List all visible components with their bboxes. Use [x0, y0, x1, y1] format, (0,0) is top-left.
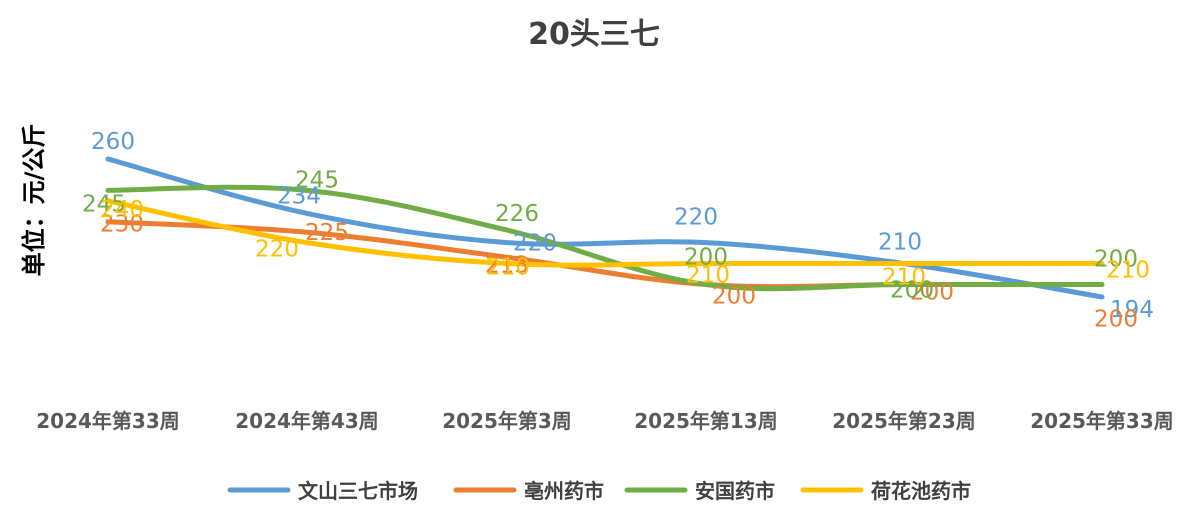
legend-label: 亳州药市 — [524, 479, 604, 503]
series-line-2 — [105, 184, 1105, 292]
data-label: 226 — [495, 201, 539, 227]
data-label: 200 — [1094, 306, 1138, 332]
data-label: 200 — [890, 277, 934, 303]
data-label: 225 — [305, 220, 349, 246]
x-tick-label: 2024年第33周 — [36, 409, 180, 433]
data-label: 245 — [82, 191, 126, 217]
data-label: 200 — [910, 279, 954, 305]
legend-label: 安国药市 — [695, 479, 775, 503]
data-label: 210 — [686, 263, 730, 289]
legend-label: 文山三七市场 — [298, 479, 418, 503]
data-label: 230 — [100, 212, 144, 238]
data-label: 210 — [882, 265, 926, 291]
legend-item: 安国药市 — [624, 479, 775, 503]
data-label: 213 — [485, 252, 529, 278]
data-label: 210 — [1106, 258, 1150, 284]
legend-item: 文山三七市场 — [227, 479, 418, 503]
x-tick-label: 2025年第3周 — [442, 409, 572, 433]
x-tick-label: 2025年第33周 — [1030, 409, 1174, 433]
legend-label: 荷花池药市 — [871, 479, 971, 503]
data-label: 220 — [674, 205, 718, 231]
legend: 文山三七市场 亳州药市 安国药市 荷花池药市 — [227, 479, 971, 503]
legend-item: 亳州药市 — [453, 479, 604, 503]
data-label: 245 — [295, 167, 339, 193]
data-label: 194 — [1110, 297, 1154, 323]
y-axis-label: 单位：元/公斤 — [20, 124, 48, 277]
data-label: 220 — [513, 231, 557, 257]
data-label: 220 — [255, 237, 299, 263]
x-axis-ticks: 2024年第33周 2024年第43周 2025年第3周 2025年第13周 2025年… — [36, 409, 1174, 433]
x-tick-label: 2025年第23周 — [832, 409, 976, 433]
x-tick-label: 2024年第43周 — [235, 409, 379, 433]
series-line-3 — [105, 198, 1105, 268]
chart-title: 20头三七 — [528, 17, 660, 52]
data-label: 200 — [1094, 246, 1138, 272]
data-label: 240 — [100, 197, 144, 223]
data-label: 200 — [712, 283, 756, 309]
series-lines — [105, 156, 1105, 300]
x-tick-label: 2025年第13周 — [634, 409, 778, 433]
data-label: 260 — [91, 129, 135, 155]
series-line-0 — [105, 156, 1105, 300]
data-label: 234 — [277, 183, 321, 209]
legend-item: 荷花池药市 — [800, 479, 971, 503]
data-label: 210 — [486, 255, 530, 281]
data-label: 210 — [878, 230, 922, 256]
data-label: 200 — [684, 244, 728, 270]
